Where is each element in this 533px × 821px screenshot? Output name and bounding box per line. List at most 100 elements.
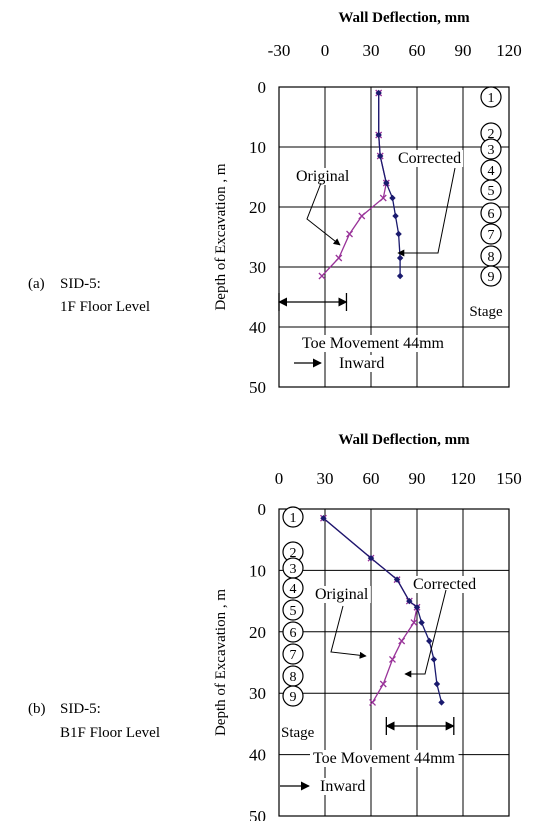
y-tick-label: 40: [249, 746, 266, 765]
stage-number: 8: [488, 250, 495, 265]
original-label: Original: [296, 168, 350, 185]
data-point-corrected: [392, 212, 399, 220]
stage-number: 5: [290, 604, 297, 619]
x-tick-label: 90: [409, 469, 426, 488]
caption-line-2: 1F Floor Level: [60, 299, 150, 315]
stage-title: Stage: [281, 725, 315, 741]
panel-label: (a): [28, 276, 45, 292]
data-point-original: [398, 637, 406, 645]
y-tick-label: 10: [249, 138, 266, 157]
series-line-original: [323, 517, 418, 703]
caption-line-2: B1F Floor Level: [60, 725, 160, 741]
data-point-original: [346, 230, 353, 238]
caption-line-1: SID-5:: [60, 701, 101, 717]
x-tick-label: -30: [268, 41, 291, 60]
label-background: [299, 335, 448, 352]
stage-circle: [282, 599, 304, 621]
stage-number: 1: [488, 91, 495, 106]
y-tick-label: 50: [249, 807, 266, 821]
stage-number: 2: [290, 546, 297, 561]
stage-circle: [282, 643, 304, 665]
stage-number: 3: [488, 143, 495, 158]
stage-number: 9: [488, 270, 495, 285]
data-point-corrected: [320, 515, 327, 522]
data-point-corrected: [395, 230, 402, 238]
stage-circle: [282, 506, 304, 528]
stage-circle: [480, 138, 502, 160]
stage-circle: [480, 202, 502, 224]
x-tick-label: 150: [496, 469, 522, 488]
stage-number: 7: [290, 648, 297, 663]
original-pointer-arrow: [306, 182, 341, 246]
data-point-corrected: [396, 254, 404, 262]
data-point-corrected: [367, 554, 375, 562]
stage-circle: [282, 577, 304, 599]
stage-circle: [282, 621, 304, 643]
label-background: [294, 168, 352, 185]
data-point-original: [318, 272, 326, 280]
stage-number: 4: [290, 582, 297, 597]
data-point-original: [410, 619, 418, 627]
data-point-original: [379, 680, 387, 688]
x-tick-label: 60: [363, 469, 380, 488]
inward-label: Inward: [320, 778, 365, 795]
data-point-original: [389, 655, 396, 663]
stage-circle: [480, 265, 502, 287]
y-axis-title: Depth of Excavation , m: [213, 589, 229, 736]
x-tick-label: 30: [363, 41, 380, 60]
data-point-corrected: [413, 604, 421, 611]
stage-circle: [480, 223, 502, 245]
x-tick-label: 120: [450, 469, 476, 488]
stage-circle: [480, 179, 502, 201]
x-tick-label: 60: [409, 41, 426, 60]
data-point-corrected: [396, 272, 404, 280]
data-point-corrected: [430, 656, 438, 663]
stage-number: 3: [290, 562, 297, 577]
label-background: [396, 150, 464, 167]
x-tick-label: 120: [496, 41, 522, 60]
y-axis-title: Depth of Excavation , m: [213, 163, 229, 310]
y-tick-label: 0: [258, 78, 267, 97]
corrected-label: Corrected: [413, 576, 476, 593]
data-point-original: [335, 254, 343, 262]
data-point-original: [379, 194, 387, 202]
stage-number: 4: [488, 164, 495, 179]
x-tick-label: 0: [275, 469, 284, 488]
y-tick-label: 30: [249, 684, 266, 703]
label-background: [411, 576, 479, 593]
data-point-corrected: [393, 576, 401, 583]
data-point-corrected: [426, 637, 433, 645]
y-tick-label: 40: [249, 318, 266, 337]
stage-number: 5: [488, 184, 495, 199]
label-background: [310, 750, 459, 767]
x-axis-title: Wall Deflection, mm: [338, 10, 470, 26]
data-point-original: [369, 698, 376, 706]
data-point-corrected: [377, 152, 384, 160]
x-tick-label: 0: [321, 41, 330, 60]
data-point-corrected: [438, 699, 445, 706]
x-tick-label: 30: [317, 469, 334, 488]
data-point-corrected: [375, 89, 382, 97]
plot-area: [278, 86, 510, 388]
stage-circle: [480, 86, 502, 108]
toe-movement-label: Toe Movement 44mm: [313, 750, 456, 767]
original-pointer-arrow: [330, 605, 367, 659]
y-tick-label: 0: [258, 500, 267, 519]
toe-movement-label: Toe Movement 44mm: [302, 335, 445, 352]
data-point-corrected: [389, 194, 396, 202]
data-point-corrected: [418, 619, 425, 626]
stage-circle: [282, 685, 304, 707]
data-point-corrected: [383, 179, 390, 187]
inward-label: Inward: [339, 355, 384, 372]
stage-number: 6: [488, 207, 495, 222]
stage-number: 8: [290, 670, 297, 685]
y-tick-label: 20: [249, 198, 266, 217]
corrected-pointer-arrow: [404, 589, 447, 678]
original-label: Original: [315, 586, 369, 603]
data-point-corrected: [433, 680, 441, 688]
stage-number: 7: [488, 228, 495, 243]
caption-line-1: SID-5:: [60, 276, 101, 292]
plot-area: [278, 508, 510, 817]
stage-number: 2: [488, 127, 495, 142]
